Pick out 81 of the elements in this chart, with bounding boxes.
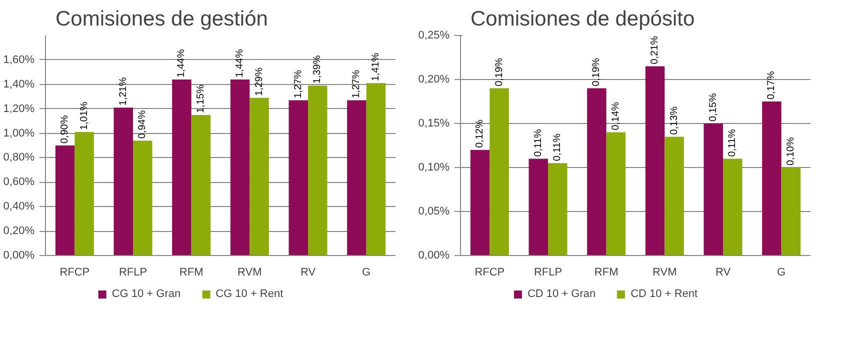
y-tick-label: 0,00% (418, 250, 450, 262)
y-tick-label: 0,10% (418, 162, 450, 174)
x-tick-label: RFLP (118, 266, 148, 278)
x-tick-label: RV (300, 266, 316, 278)
data-label: 0,11% (532, 128, 544, 157)
data-label: 0,19% (591, 58, 602, 86)
bar (366, 83, 386, 256)
bar (528, 158, 548, 256)
y-tick-label: 1,60% (3, 54, 35, 66)
bar (230, 80, 250, 256)
legend-label: CD 10 + Rent (630, 288, 698, 300)
y-tick-label: 0,20% (418, 74, 450, 86)
data-label: 1,29% (254, 67, 265, 96)
bar (114, 108, 133, 256)
x-tick-label: RV (715, 266, 732, 278)
bar (308, 86, 328, 256)
bar (250, 98, 269, 256)
data-label: 0,90% (60, 115, 71, 144)
x-tick-label: RFM (594, 266, 618, 278)
bar (288, 100, 308, 256)
bar (133, 140, 152, 256)
data-label: 1,44% (234, 49, 246, 78)
x-tick-label: RVM (652, 266, 677, 278)
bar (723, 158, 742, 256)
bar (74, 132, 94, 256)
x-tick-label: RFLP (534, 266, 562, 278)
x-tick-label: G (777, 266, 786, 278)
y-tick-label: 1,00% (3, 127, 35, 140)
data-label: 0,21% (650, 36, 661, 64)
y-tick-label: 0,25% (418, 30, 450, 42)
data-label: 1,27% (351, 70, 362, 98)
y-tick-label: 0,15% (418, 118, 450, 130)
y-tick-label: 0,40% (3, 200, 35, 213)
y-tick-label: 0,60% (3, 176, 35, 188)
data-label: 0,11% (552, 133, 564, 162)
legend-label: CG 10 + Gran (112, 288, 181, 300)
data-label: 1,41% (370, 52, 382, 82)
chart-title: Comisiones de gestión (56, 8, 268, 30)
bar (490, 88, 509, 256)
data-label: 0,14% (610, 102, 622, 130)
bar (645, 66, 665, 256)
x-tick-label: RFCP (60, 266, 90, 278)
bar (606, 132, 626, 256)
bar (55, 146, 75, 256)
bar (587, 88, 606, 256)
bar (172, 80, 192, 256)
data-label: 0,19% (494, 58, 505, 86)
data-label: 1,01% (78, 102, 90, 130)
data-label: 0,94% (137, 110, 148, 139)
data-label: 1,27% (292, 70, 304, 98)
chart-title: Comisiones de depósito (470, 8, 695, 30)
bar (781, 168, 801, 256)
bar (470, 150, 490, 256)
data-label: 1,39% (312, 55, 324, 84)
y-tick-label: 0,05% (418, 206, 450, 218)
y-tick-label: 0,00% (3, 250, 35, 262)
bar (347, 100, 366, 256)
y-tick-label: 0,80% (3, 152, 35, 164)
bar (191, 114, 211, 256)
data-label: 1,44% (176, 49, 188, 78)
bar (762, 102, 782, 256)
bar (664, 136, 684, 256)
x-tick-label: RFCP (474, 266, 505, 278)
y-tick-label: 1,40% (3, 78, 35, 90)
x-tick-label: RVM (238, 266, 262, 278)
legend-label: CG 10 + Rent (216, 288, 284, 300)
data-label: 0,10% (785, 137, 796, 166)
x-tick-label: RFM (179, 266, 204, 278)
bar (704, 124, 723, 256)
data-label: 0,11% (727, 128, 738, 157)
data-label: 0,12% (474, 119, 486, 148)
y-tick-label: 0,20% (3, 225, 35, 238)
y-tick-label: 1,20% (3, 102, 35, 115)
data-label: 0,17% (766, 71, 778, 100)
data-label: 0,15% (708, 93, 719, 122)
data-label: 1,15% (195, 84, 206, 113)
x-tick-label: G (362, 266, 371, 278)
legend-label: CD 10 + Gran (527, 288, 596, 300)
bar (548, 163, 568, 256)
data-label: 0,13% (668, 106, 680, 135)
data-label: 1,21% (118, 77, 129, 106)
